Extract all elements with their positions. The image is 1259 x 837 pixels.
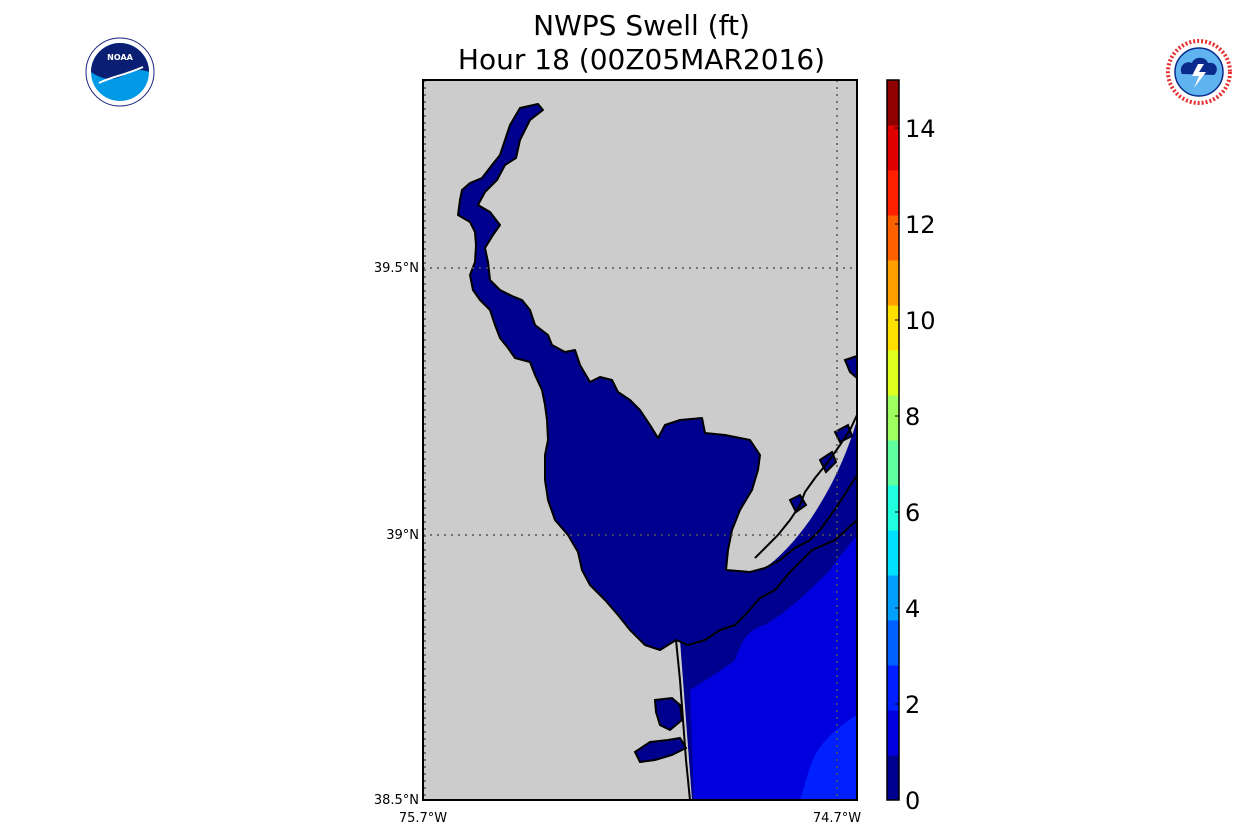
- coastline: [675, 639, 691, 801]
- colorbar-segment: [887, 710, 899, 756]
- colorbar-segment: [887, 755, 899, 801]
- colorbar-segment: [887, 395, 899, 441]
- colorbar-segment: [887, 305, 899, 351]
- lat-label-38.5: 38.5°N: [374, 793, 419, 808]
- barrier-island: [833, 423, 854, 444]
- colorbar-segment: [887, 215, 899, 261]
- colorbar-segment: [887, 125, 899, 171]
- colorbar-tick-label: 6: [905, 499, 920, 527]
- colorbar-segment: [887, 485, 899, 531]
- colorbar-segment: [887, 80, 899, 126]
- colorbar-border: [886, 79, 900, 801]
- colorbar-segment: [887, 440, 899, 486]
- colorbar-segment: [887, 350, 899, 396]
- swell-band-2-3ft: [800, 715, 857, 800]
- colorbar-tick-label: 4: [905, 595, 920, 623]
- colorbar-segment: [887, 575, 899, 621]
- map-title: NWPS Swell (ft): [533, 9, 750, 42]
- lat-label-39.5: 39.5°N: [374, 261, 419, 276]
- colorbar-segment: [887, 170, 899, 216]
- delaware-bay: [457, 103, 858, 651]
- colorbar-segment: [887, 665, 899, 711]
- colorbar-tick-label: 10: [905, 307, 936, 335]
- colorbar-tick-label: 2: [905, 691, 920, 719]
- colorbar-segment: [887, 620, 899, 666]
- map-subtitle: Hour 18 (00Z05MAR2016): [457, 43, 826, 76]
- colorbar-segment: [887, 530, 899, 576]
- coastline: [754, 414, 858, 559]
- colorbar-segment: [887, 260, 899, 306]
- rehoboth-bay: [653, 696, 684, 732]
- colorbar: 0 2 4 6 8 10 12 14: [886, 79, 936, 815]
- colorbar-tick-label: 0: [905, 787, 920, 815]
- colorbar-tick-label: 14: [905, 115, 936, 143]
- colorbar-tick-label: 8: [905, 403, 920, 431]
- lon-label-75.7: 75.7°W: [399, 811, 447, 826]
- lon-label-74.7: 74.7°W: [813, 811, 861, 826]
- noaa-logo: NOAA: [85, 37, 155, 107]
- noaa-logo-text: NOAA: [107, 53, 133, 62]
- map-panel: [422, 79, 858, 801]
- map-border: [422, 79, 858, 801]
- lat-label-39: 39°N: [386, 528, 419, 543]
- swell-band-1-2ft: [690, 535, 857, 800]
- colorbar-tick-label: 12: [905, 211, 936, 239]
- nws-logo: [1164, 37, 1234, 107]
